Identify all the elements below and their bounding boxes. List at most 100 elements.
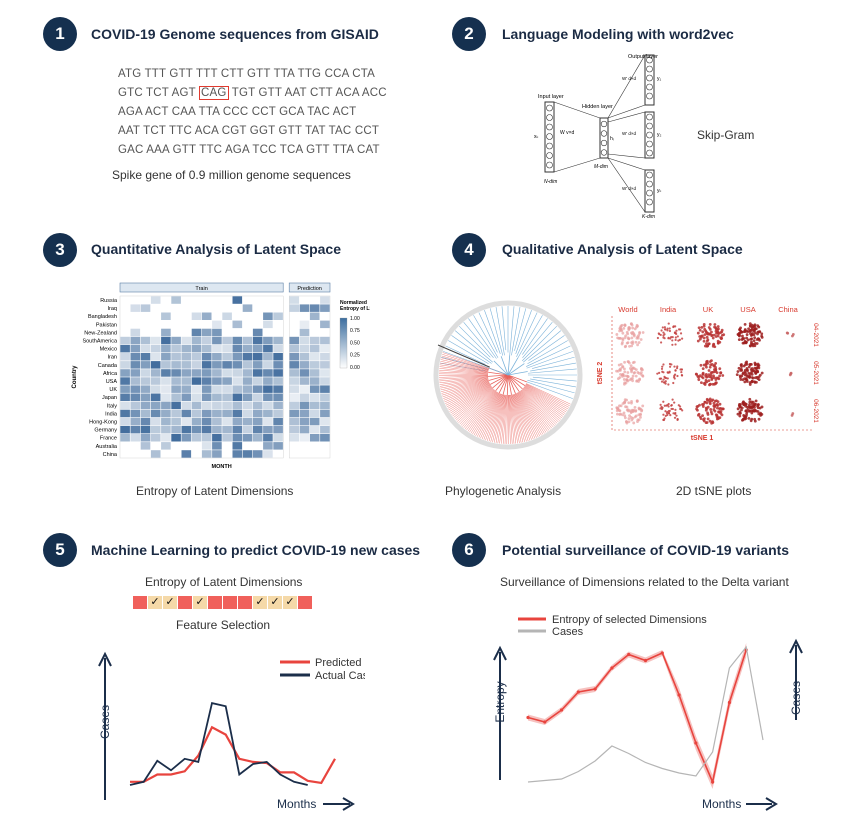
tsne-point	[669, 413, 672, 417]
heatmap-cell	[140, 442, 151, 450]
tsne-point	[710, 412, 714, 416]
input-node-label: xₖ	[534, 134, 539, 140]
tsne-point	[671, 407, 674, 411]
tsne-point	[715, 381, 718, 385]
entropy-point	[627, 652, 631, 657]
heatmap-cell	[201, 434, 212, 442]
tree-branch	[495, 374, 509, 392]
colorbar-tick-label: 0.50	[350, 340, 360, 346]
tree-branch	[489, 308, 504, 356]
tree-branch	[488, 374, 509, 381]
highlighted-codon: CAG	[199, 86, 229, 100]
heatmap-cell	[309, 409, 320, 418]
heatmap-cell	[289, 336, 300, 345]
tsne-point	[674, 411, 677, 415]
tsne-point	[705, 380, 709, 384]
tsne-point	[632, 332, 636, 335]
tsne-point	[743, 380, 747, 384]
tsne-point	[706, 405, 710, 409]
tsne-point	[756, 406, 760, 410]
heatmap-cell	[191, 377, 202, 385]
heatmap-cell	[181, 336, 192, 345]
heatmap-cell	[309, 312, 320, 320]
heatmap-cell	[161, 336, 171, 345]
tree-branch	[490, 374, 509, 385]
tsne-point	[615, 333, 619, 336]
tsne-point	[706, 344, 710, 348]
tsne-point	[720, 336, 724, 340]
heatmap-cell	[140, 353, 151, 361]
tsne-point	[719, 331, 722, 335]
tsne-point	[668, 362, 672, 366]
heatmap-cell	[242, 336, 253, 345]
heatmap-cell	[299, 304, 310, 312]
tsne-point	[666, 413, 669, 417]
heatmap-cell	[201, 450, 212, 458]
tsne-point	[760, 335, 764, 339]
tsne-point	[757, 412, 761, 416]
tsne-point	[707, 369, 711, 372]
step-badge-4: 4	[452, 233, 486, 267]
tsne-point	[709, 371, 713, 375]
skipgram-caption: Skip-Gram	[697, 128, 755, 142]
entropy-point	[526, 715, 530, 720]
tsne-point	[620, 373, 624, 377]
heatmap-cell	[309, 425, 320, 434]
tsne-point	[741, 378, 745, 382]
tree-branch	[507, 374, 520, 392]
heatmap-cell	[299, 417, 310, 426]
heatmap-cell	[201, 393, 212, 401]
tsne-point	[750, 369, 754, 373]
tree-branch	[515, 393, 536, 439]
heatmap-cell	[242, 434, 253, 442]
tsne-point	[713, 368, 716, 371]
tsne-point	[754, 371, 758, 375]
heatmap-cell	[222, 377, 232, 385]
output-layer-label: Output layer	[628, 54, 658, 60]
tsne-point	[616, 377, 620, 381]
tree-branch	[440, 378, 489, 389]
tsne-point	[702, 322, 706, 326]
output-y1-label: y₁	[657, 76, 662, 82]
tree-branch	[488, 374, 509, 377]
heatmap-cell	[130, 417, 141, 426]
panel-title-4: Qualitative Analysis of Latent Space	[502, 241, 743, 257]
heatmap-cell	[150, 425, 161, 434]
heatmap-cell	[120, 361, 130, 369]
tsne-point	[708, 323, 712, 326]
tree-branch	[444, 382, 490, 403]
tsne-point	[698, 337, 702, 341]
heatmap-cell	[212, 369, 222, 377]
heatmap-cell	[309, 401, 320, 410]
heatmap-cell	[171, 296, 181, 304]
heatmap-cell	[212, 385, 222, 393]
heatmap-cell	[252, 344, 263, 353]
heatmap-cell	[140, 401, 151, 410]
heatmap-cell	[201, 385, 212, 393]
tsne-point	[673, 373, 677, 376]
heatmap-cell	[150, 434, 161, 442]
heatmap-cell	[212, 393, 222, 401]
tsne-point	[627, 326, 631, 330]
heatmap-ylabel: Country	[72, 365, 78, 389]
tsne-point	[634, 340, 638, 344]
tsne-point	[739, 326, 742, 330]
heatmap-cell	[212, 401, 222, 410]
heatmap-cell	[320, 393, 330, 401]
heatmap-cell	[273, 409, 283, 418]
heatmap-cell	[201, 409, 212, 418]
tsne-point	[748, 400, 752, 404]
tsne-point	[745, 330, 749, 333]
tree-branch	[466, 390, 497, 431]
tree-branch	[520, 390, 553, 429]
heatmap-cell	[191, 312, 202, 320]
tsne-point	[743, 373, 747, 377]
heatmap-cell	[130, 369, 141, 377]
tsne-point	[697, 378, 701, 382]
tsne-point	[622, 326, 626, 330]
heatmap-row-label: Iraq	[108, 306, 117, 312]
heatmap-cell	[289, 344, 300, 353]
heatmap-cell	[263, 425, 273, 434]
tsne-point	[747, 365, 751, 369]
tree-branch	[478, 312, 498, 353]
